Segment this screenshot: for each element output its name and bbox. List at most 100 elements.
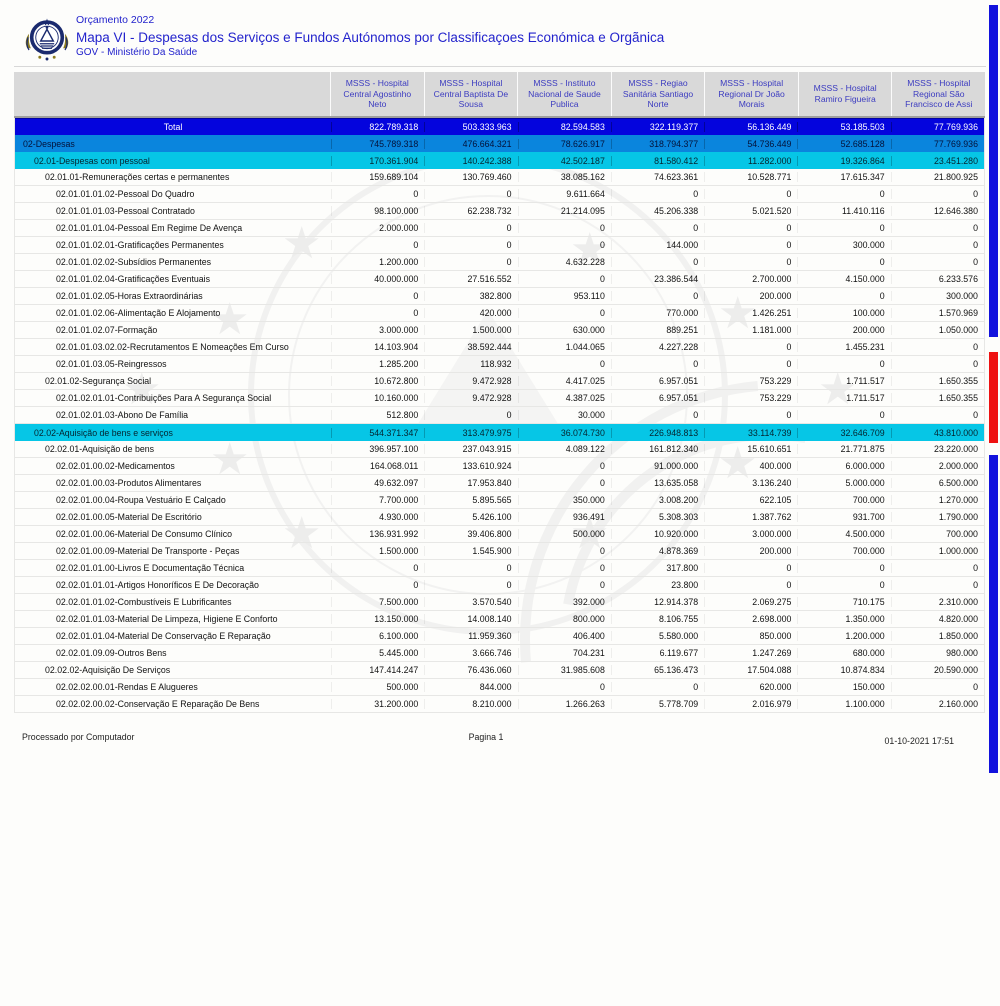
row-value: 13.150.000 [331,614,424,624]
row-value: 14.008.140 [424,614,517,624]
row-value: 6.957.051 [610,393,704,403]
row-value: 0 [610,189,704,199]
table-row: 02.02.01.01.01-Artigos Honoríficos E De … [15,577,984,594]
row-value: 5.895.565 [424,495,517,505]
row-value: 980.000 [890,648,984,658]
row-value: 40.000.000 [331,274,424,284]
row-label: 02.01.01.01.02-Pessoal Do Quadro [56,189,195,199]
row-value: 1.270.000 [890,495,984,505]
row-value: 0 [704,257,797,267]
row-value: 850.000 [704,631,797,641]
row-value: 53.185.503 [797,122,890,132]
row-value: 313.479.975 [424,427,517,438]
row-label: 02.01-Despesas com pessoal [34,155,150,166]
row-value: 4.930.000 [331,512,424,522]
row-value: 476.664.321 [424,138,517,149]
row-value: 0 [424,563,517,573]
row-value: 4.417.025 [517,376,611,386]
table-row: 02.02.01.00.06-Material De Consumo Clíni… [15,526,984,543]
row-value: 2.698.000 [704,614,797,624]
row-value: 10.528.771 [704,172,797,182]
table-row: 02.02.01.00.04-Roupa Vestuário E Calçado… [15,492,984,509]
row-value: 1.200.000 [797,631,890,641]
row-value: 32.646.709 [797,427,890,438]
label-column-header [14,72,330,116]
row-value: 0 [331,580,424,590]
row-value: 6.000.000 [797,461,890,471]
row-value: 0 [704,580,797,590]
row-value: 49.632.097 [331,478,424,488]
table-row: 02.01-Despesas com pessoal 170.361.904 140… [15,152,984,169]
row-value: 1.570.969 [890,308,984,318]
row-value: 31.985.608 [517,665,611,675]
footer-datetime: 01-10-2021 17:51 [884,736,954,746]
row-value: 10.874.834 [797,665,890,675]
row-value: 36.074.730 [517,427,611,438]
row-value: 13.635.058 [610,478,704,488]
row-label: 02.01.02-Segurança Social [45,376,152,386]
row-value: 620.000 [704,682,797,692]
row-value: 0 [890,189,984,199]
row-value: 1.181.000 [704,325,797,335]
row-value: 5.426.100 [424,512,517,522]
row-value: 710.175 [797,597,890,607]
row-value: 5.308.303 [610,512,704,522]
row-value: 0 [517,580,611,590]
row-value: 0 [424,189,517,199]
row-value: 4.387.025 [517,393,611,403]
row-value: 0 [890,580,984,590]
row-value: 392.000 [517,597,611,607]
row-label: 02.02.02-Aquisição De Serviços [45,665,171,675]
column-header: MSSS - Regiao Sanitária Santiago Norte [610,72,705,116]
row-label: 02.02.01.00.03-Produtos Alimentares [56,478,202,488]
row-value: 136.931.992 [331,529,424,539]
row-value: 1.044.065 [517,342,611,352]
row-value: 0 [517,274,611,284]
row-value: 745.789.318 [331,138,424,149]
budget-table: MSSS - Hospital Central Agostinho Neto MS… [14,72,985,713]
row-value: 14.103.904 [331,342,424,352]
table-row: 02.01.02.01.01-Contribuições Para A Segu… [15,390,984,407]
row-value: 0 [610,257,704,267]
row-value: 6.233.576 [890,274,984,284]
row-label: 02.01.01.01.04-Pessoal Em Regime De Aven… [56,223,243,233]
table-row: 02.02.01.01.03-Material De Limpeza, Higi… [15,611,984,628]
row-value: 6.500.000 [890,478,984,488]
row-label: 02.02.02.00.01-Rendas E Alugueres [56,682,198,692]
row-value: 78.626.917 [517,138,611,149]
row-value: 0 [610,410,704,420]
row-value: 1.650.355 [890,393,984,403]
row-value: 0 [797,580,890,590]
row-value: 1.545.900 [424,546,517,556]
row-label: 02.01.01.02.06-Alimentação E Alojamento [56,308,221,318]
footer-processed-label: Processado por Computador [22,732,135,742]
row-value: 0 [890,240,984,250]
row-value: 8.106.755 [610,614,704,624]
row-value: 2.000.000 [331,223,424,233]
row-value: 118.932 [424,359,517,369]
row-value: 21.771.875 [797,444,890,454]
row-value: 9.472.928 [424,376,517,386]
row-value: 15.610.651 [704,444,797,454]
row-value: 4.878.369 [610,546,704,556]
row-value: 1.500.000 [424,325,517,335]
row-value: 7.500.000 [331,597,424,607]
row-value: 0 [704,359,797,369]
row-value: 0 [517,240,611,250]
row-value: 406.400 [517,631,611,641]
row-value: 3.000.000 [331,325,424,335]
row-value: 38.592.444 [424,342,517,352]
table-row: 02.02-Aquisição de bens e serviços 544.37… [15,424,984,441]
row-value: 200.000 [797,325,890,335]
row-label: 02.02.01.00.02-Medicamentos [56,461,175,471]
row-value: 753.229 [704,376,797,386]
row-value: 0 [890,257,984,267]
row-value: 0 [424,223,517,233]
row-value: 770.000 [610,308,704,318]
table-row: 02.02.02-Aquisição De Serviços 147.414.24… [15,662,984,679]
row-value: 21.800.925 [890,172,984,182]
row-value: 2.069.275 [704,597,797,607]
row-value: 0 [517,563,611,573]
row-value: 0 [331,189,424,199]
edge-bar-red [989,352,998,443]
